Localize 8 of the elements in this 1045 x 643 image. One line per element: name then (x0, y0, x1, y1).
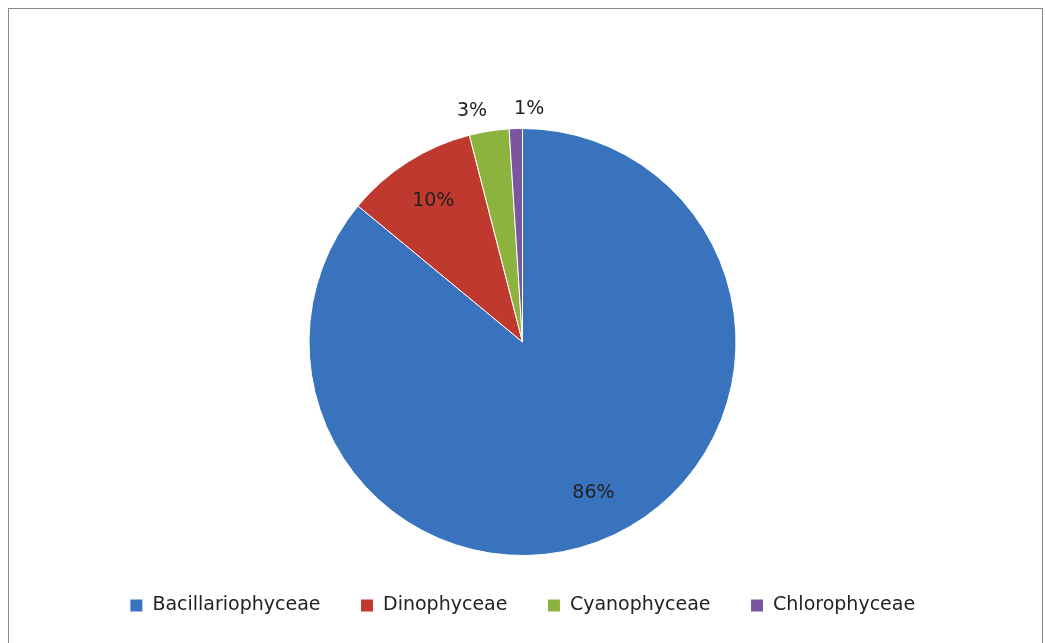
legend-label: Dinophyceae (383, 592, 508, 615)
data-label: 10% (412, 188, 455, 211)
legend-label: Cyanophyceae (569, 592, 711, 615)
data-label: 86% (572, 479, 615, 502)
data-label: 3% (456, 98, 488, 121)
legend-label: Bacillariophyceae (152, 592, 321, 615)
legend-label: Chlorophyceae (773, 592, 916, 615)
data-label: 1% (514, 95, 545, 118)
